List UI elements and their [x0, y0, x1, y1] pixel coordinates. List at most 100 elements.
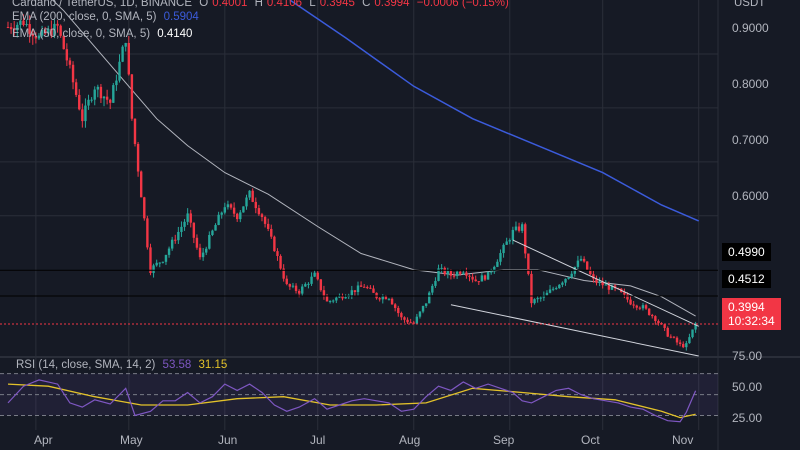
candle-body [6, 26, 10, 28]
x-tick: Jul [310, 433, 326, 447]
candle-body [245, 197, 248, 207]
rsi-path [7, 379, 697, 423]
candle-body [152, 265, 155, 274]
rsi-panel [0, 373, 718, 423]
candle-body [220, 212, 223, 215]
candle-body [338, 295, 341, 298]
candle-body [316, 272, 319, 280]
candle-body [400, 313, 403, 318]
candle-body [251, 190, 254, 202]
candle-body [567, 277, 570, 279]
candle-body [279, 255, 282, 269]
candle-body [332, 300, 335, 302]
candle-body [232, 207, 236, 214]
candle-body [589, 269, 592, 275]
rsi-tick: 25.00 [732, 411, 763, 425]
candle-body [601, 281, 604, 286]
ema50-legend[interactable]: EMA (50, close, 0, SMA, 5) 0.4140 [12, 27, 196, 41]
candle-body [477, 281, 480, 283]
candle-body [341, 295, 344, 299]
candle-body [183, 221, 186, 227]
candle-body [455, 271, 459, 276]
candle-body [536, 298, 539, 300]
candle-body [465, 272, 468, 276]
candle-body [443, 267, 446, 275]
candle-body [260, 214, 264, 218]
candle-body [366, 287, 369, 289]
candle-body [25, 24, 28, 26]
open-value: 0.4001 [212, 0, 248, 9]
candle-body [115, 80, 118, 86]
candle-body [12, 29, 16, 31]
candle-body [180, 226, 183, 232]
candle-body [471, 276, 474, 280]
candle-body [446, 271, 450, 275]
candle-body [62, 35, 65, 50]
candle-body [307, 283, 310, 285]
candle-body [325, 296, 329, 302]
low-label: L [309, 0, 316, 9]
candle-body [409, 322, 412, 324]
candle-body [356, 285, 360, 293]
candle-body [16, 24, 19, 31]
ema50-value: 0.4140 [157, 28, 193, 40]
rsi-legend[interactable]: RSI (14, close, SMA, 14, 2) 53.58 31.15 [16, 358, 231, 372]
rsi-label: RSI (14, close, SMA, 14, 2) [16, 359, 156, 371]
candle-body [424, 303, 428, 306]
candle-body [592, 274, 595, 279]
candle-body [270, 228, 273, 237]
candle-body [539, 297, 542, 299]
ema200-legend[interactable]: EMA (200, close, 0, SMA, 5) 0.5904 [12, 10, 203, 24]
candle-body [198, 247, 202, 258]
candle-body [452, 275, 456, 277]
candle-body [582, 258, 586, 262]
horizontal-levels [0, 269, 718, 325]
candle-body [393, 304, 397, 308]
candle-body [239, 212, 242, 220]
ema50-line [51, 0, 696, 317]
candle-body [359, 285, 363, 287]
high-label: H [254, 0, 263, 9]
symbol-name[interactable]: Cardano / TetherUS, 1D, BINANCE [12, 0, 193, 9]
rsi-tick: 75.00 [732, 349, 763, 363]
level-tag-0499: 0.4990 [722, 243, 771, 261]
candle-body [678, 342, 682, 344]
candle-body [158, 262, 161, 264]
candle-body [201, 252, 205, 258]
candle-body [319, 279, 323, 291]
candle-body [406, 319, 409, 323]
candle-body [688, 337, 691, 344]
trendline [450, 304, 699, 357]
ema200-value: 0.5904 [163, 11, 199, 23]
candle-body [257, 208, 261, 215]
close-value: 0.3994 [374, 0, 410, 9]
x-tick: Apr [34, 433, 53, 447]
candle-body [211, 230, 214, 235]
candle-body [273, 236, 276, 252]
rsi-sma-value: 31.15 [198, 359, 228, 371]
candle-body [527, 253, 530, 274]
candle-body [685, 343, 688, 348]
candle-body [654, 316, 657, 321]
candle-body [56, 23, 59, 26]
candle-body [118, 61, 121, 81]
candle-body [22, 20, 25, 26]
candle-body [121, 46, 124, 62]
candle-body [65, 49, 69, 61]
candle-body [74, 82, 78, 95]
candle-body [570, 273, 573, 278]
candle-body [511, 229, 515, 241]
candle-body [579, 258, 583, 261]
candle-body [99, 86, 103, 99]
candle-body [551, 288, 555, 290]
trendline [512, 239, 699, 327]
candle-body [421, 305, 425, 312]
candle-body [43, 29, 47, 34]
candlestick-series [6, 14, 697, 351]
candle-body [226, 204, 230, 208]
candle-body [496, 261, 499, 267]
candle-body [223, 207, 227, 213]
candle-body [214, 224, 217, 231]
candle-body [505, 241, 508, 245]
